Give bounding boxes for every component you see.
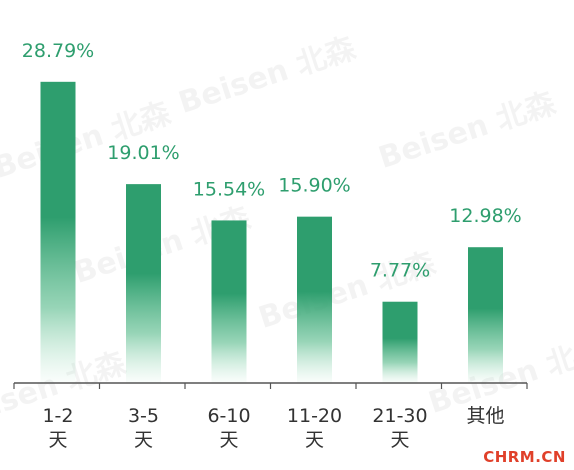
x-tick-label: 其他: [466, 405, 504, 427]
bar: [211, 220, 247, 383]
x-tick-label: 11-20: [287, 405, 342, 427]
bar: [297, 216, 332, 383]
bar: [468, 247, 503, 383]
x-tick-label: 天: [390, 429, 409, 451]
x-tick-label: 21-30: [372, 405, 427, 427]
x-tick-label: 1-2: [42, 405, 73, 427]
bar: [40, 81, 76, 383]
data-label: 19.01%: [107, 142, 179, 164]
x-tick-label: 6-10: [207, 405, 250, 427]
data-label: 15.90%: [278, 175, 350, 197]
x-axis: [13, 382, 528, 389]
x-tick-label: 天: [48, 429, 67, 451]
x-tick-label: 天: [134, 429, 153, 451]
data-label: 7.77%: [370, 260, 430, 282]
value-labels-layer: 28.79% 19.01% 15.54% 15.90% 7.77% 12.98%: [22, 40, 522, 282]
watermark-text: Beisen 北森: [174, 31, 360, 121]
site-credit: CHRM.CN: [483, 448, 566, 466]
x-tick-label: 天: [219, 429, 238, 451]
x-tick-label: 3-5: [128, 405, 159, 427]
bar: [126, 184, 161, 383]
watermark-text: Beisen 北森: [0, 96, 176, 186]
bar: [382, 301, 418, 383]
data-label: 12.98%: [449, 205, 521, 227]
data-label: 28.79%: [22, 40, 94, 62]
data-label: 15.54%: [193, 178, 265, 200]
watermark-text: Beisen 北森: [374, 86, 560, 176]
bars-layer: [40, 81, 503, 383]
x-tick-label: 天: [305, 429, 324, 451]
